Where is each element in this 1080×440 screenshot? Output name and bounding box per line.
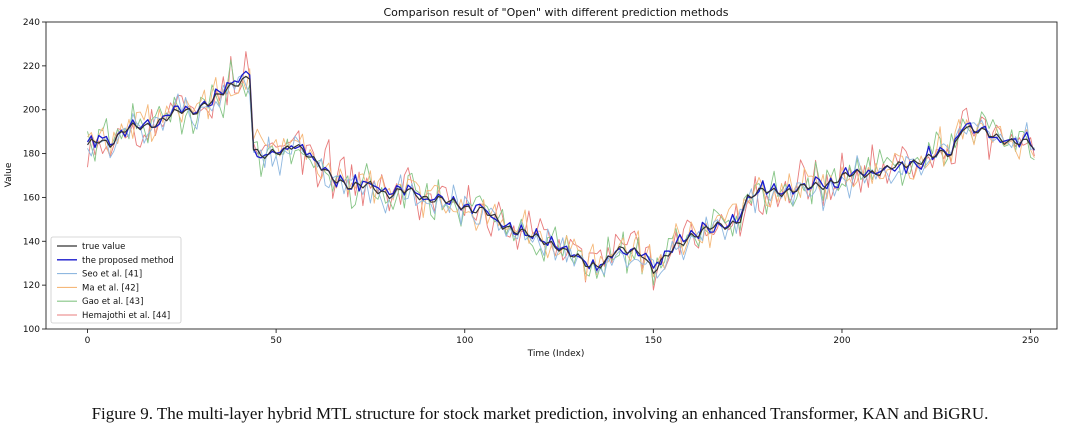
x-tick-label: 200 — [833, 336, 850, 346]
y-tick-label: 140 — [23, 237, 40, 247]
legend-label: the proposed method — [82, 256, 174, 266]
x-tick-label: 250 — [1022, 336, 1039, 346]
x-tick-label: 100 — [456, 336, 473, 346]
legend-box — [50, 236, 182, 324]
y-tick-label: 100 — [23, 325, 40, 335]
y-tick-label: 240 — [23, 18, 40, 28]
y-tick-label: 200 — [23, 106, 40, 116]
legend: true value the proposed method Seo et al. … — [50, 236, 182, 324]
series-line-1 — [86, 70, 1035, 271]
chart: Comparison result of "Open" with differe… — [4, 6, 1058, 359]
series-line-0 — [87, 75, 1035, 274]
y-tick-label: 180 — [23, 150, 40, 160]
plot-frame — [45, 21, 1058, 330]
y-tick-label: 160 — [23, 193, 40, 203]
legend-label: Gao et al. [43] — [82, 297, 143, 307]
y-tick-label: 220 — [23, 62, 40, 72]
legend-label: true value — [82, 242, 125, 252]
x-tick-label: 150 — [645, 336, 662, 346]
legend-label: Seo et al. [41] — [82, 270, 142, 280]
series-line-3 — [87, 68, 1035, 282]
legend-label: Ma et al. [42] — [82, 283, 139, 293]
series-layer — [86, 51, 1035, 291]
axis-layer: 0 50 100 150 200 250 100 120 140 160 180 200 220 240 — [23, 18, 1040, 346]
series-line-2 — [87, 74, 1035, 279]
y-tick-label: 120 — [23, 281, 40, 291]
y-axis-label: Value — [4, 162, 14, 187]
x-axis-label: Time (Index) — [527, 349, 585, 359]
x-tick-label: 50 — [270, 336, 282, 346]
figure-caption: Figure 9. The multi-layer hybrid MTL str… — [91, 404, 989, 423]
x-tick-label: 0 — [85, 336, 91, 346]
legend-label: Hemajothi et al. [44] — [82, 311, 170, 321]
chart-title: Comparison result of "Open" with differe… — [383, 6, 728, 19]
